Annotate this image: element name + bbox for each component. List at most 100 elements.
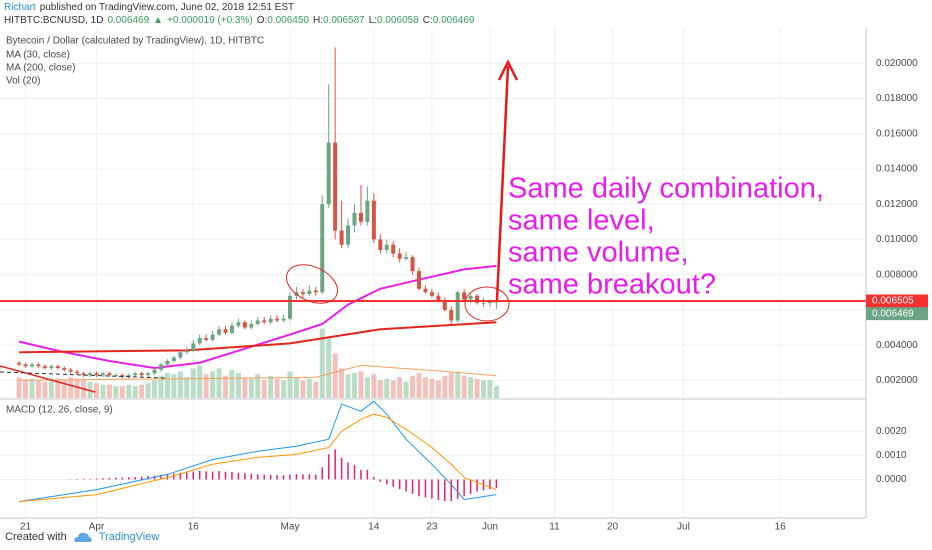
candle-body: [384, 244, 389, 250]
volume-bar: [268, 375, 274, 398]
volume-bar: [403, 381, 409, 398]
annotation-line: same breakout?: [508, 269, 716, 301]
candle-body: [423, 288, 428, 293]
footer: Created with TradingView: [5, 531, 159, 543]
legend-entry: MA (200, close): [6, 63, 75, 74]
price-tag-label: 0.006505: [872, 296, 914, 307]
symbol: HITBTC:BCNUSD, 1D: [4, 15, 104, 26]
volume-bar: [377, 380, 383, 398]
candle-body: [288, 295, 292, 319]
logo: [74, 532, 92, 542]
candle-body: [23, 364, 28, 367]
volume-bar: [184, 377, 190, 398]
volume-bar: [29, 378, 35, 398]
candle-body: [475, 295, 480, 303]
y-tick-label: 0.0010: [876, 450, 907, 461]
volume-bar: [152, 380, 158, 398]
publish-line: Richart published on TradingView.com, Ju…: [4, 2, 294, 13]
candle-body: [417, 271, 421, 289]
volume-bar: [48, 380, 54, 398]
candle-body: [139, 373, 144, 376]
volume-bar: [281, 380, 287, 398]
candle-body: [68, 369, 73, 372]
price-tag: [866, 294, 928, 308]
candle-body: [100, 373, 105, 376]
candle-body: [326, 142, 331, 205]
volume-bar: [487, 380, 493, 398]
ohlc-label: O:: [256, 15, 268, 26]
x-tick-label: 23: [426, 522, 438, 533]
volume-bar: [61, 380, 67, 398]
candle-body: [255, 320, 260, 324]
candle-body: [88, 373, 93, 376]
x-tick-label: 21: [20, 522, 32, 533]
candle-body: [171, 357, 176, 361]
annotation-line: Same daily combination,: [508, 173, 824, 205]
volume-bar: [410, 375, 416, 398]
x-tick-label: Apr: [89, 522, 105, 533]
candle-body: [94, 373, 99, 376]
breakout-arrow: [495, 65, 510, 301]
candle-body: [268, 318, 273, 323]
axes: 0.0020000.0040000.0060000.0080000.010000…: [20, 58, 928, 533]
volume-bar: [339, 368, 345, 398]
volume-bar: [306, 378, 312, 398]
x-tick-label: May: [281, 522, 300, 533]
candle-body: [191, 343, 196, 351]
volume-bar: [461, 375, 467, 398]
candle-body: [223, 329, 228, 333]
author: Richart: [4, 2, 36, 13]
volume-bar: [132, 386, 138, 398]
candle-body: [113, 375, 118, 377]
x-tick-label: 16: [775, 522, 787, 533]
candle-body: [358, 213, 363, 222]
volume-bar: [455, 371, 461, 398]
candle-body: [481, 302, 486, 304]
candle-body: [442, 301, 447, 310]
highlight-ellipse: [285, 264, 339, 304]
candle-body: [159, 364, 163, 370]
legend-entry: MA (30, close): [6, 50, 70, 61]
ohlc-value: 0.006058: [377, 15, 419, 26]
candle-body: [275, 318, 280, 321]
volume-bar: [164, 372, 170, 398]
candle-body: [197, 338, 202, 344]
volume-bar: [216, 368, 222, 398]
volume-bar: [177, 371, 183, 398]
chart-title: Bytecoin / Dollar (calculated by Trading…: [6, 36, 264, 47]
grid: [0, 28, 866, 518]
symbol-line: HITBTC:BCNUSD, 1D 0.006469 ▲ +0.000019 (…: [4, 15, 474, 26]
candle-body: [462, 292, 467, 300]
volume-bar: [190, 368, 196, 398]
volume-bar: [113, 386, 119, 398]
y-tick-label: 0.012000: [876, 199, 918, 210]
volume-bar: [352, 372, 357, 398]
candle-body: [410, 257, 415, 272]
candle-body: [30, 364, 34, 367]
candle-body: [17, 362, 22, 365]
candle-body: [365, 200, 370, 222]
candle-body: [494, 301, 499, 303]
x-tick-label: 16: [188, 522, 200, 533]
volume-bar: [468, 377, 474, 398]
trend-line: [0, 365, 96, 393]
candle-body: [339, 230, 344, 245]
arrow-head: [497, 59, 519, 81]
volume-bar: [229, 369, 235, 398]
volume-bar: [16, 377, 22, 398]
candle-body: [429, 292, 434, 296]
candle-body: [152, 369, 157, 374]
volume-bar: [493, 386, 499, 398]
volume-bar: [345, 374, 351, 398]
change-arrow: ▲: [153, 15, 164, 26]
volume-bar: [481, 380, 486, 398]
candle-body: [146, 373, 151, 376]
volume-bar: [68, 377, 74, 398]
volume-bar: [474, 378, 480, 398]
candle-body: [62, 368, 67, 370]
volume-ma-line: [19, 364, 497, 381]
ohlc-value: 0.006450: [267, 15, 309, 26]
y-tick-label: 0.002000: [876, 375, 918, 386]
